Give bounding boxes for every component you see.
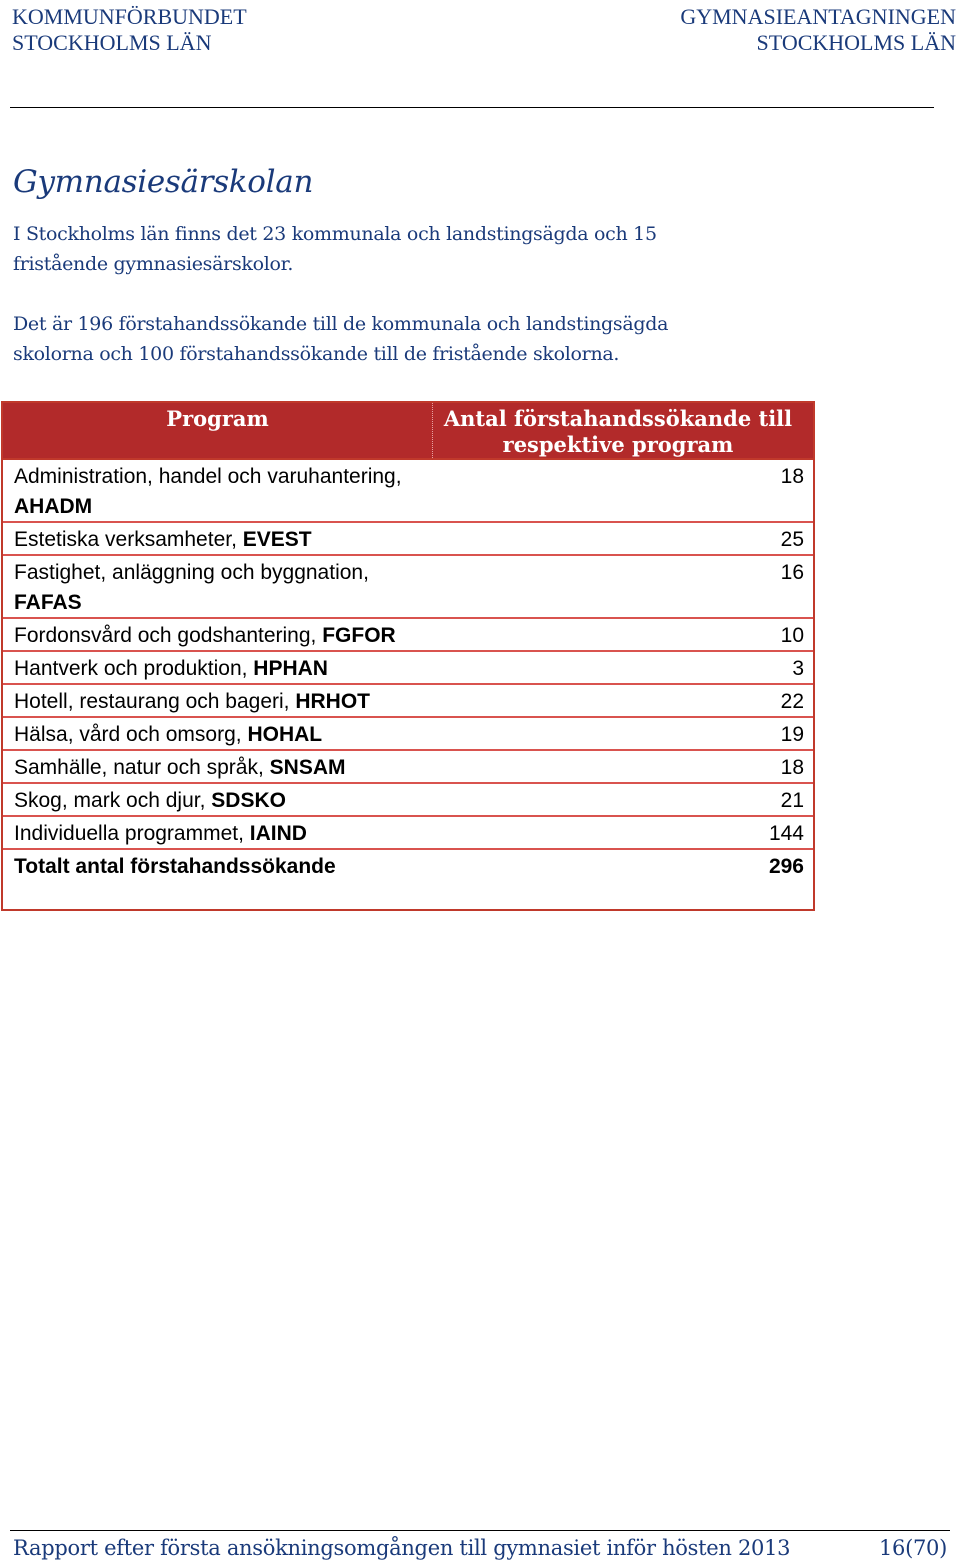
table-row: Estetiska verksamheter, EVEST 25 [3,523,813,556]
applicant-count: 22 [780,690,804,713]
program-code: HRHOT [295,690,370,713]
header-department: GYMNASIEANTAGNINGEN STOCKHOLMS LÄN [680,4,956,56]
header-divider [10,107,934,108]
header-left-line1: KOMMUNFÖRBUNDET [12,4,247,29]
program-name: Fastighet, anläggning och byggnation, [14,561,369,584]
table-row: Fastighet, anläggning och byggnation, FA… [3,556,813,619]
table-row: Samhälle, natur och språk, SNSAM 18 [3,751,813,784]
intro-paragraph: I Stockholms län finns det 23 kommunala … [13,223,657,275]
applicant-count: 144 [768,822,804,845]
applicant-count: 18 [780,756,804,779]
program-code: SNSAM [269,756,346,779]
applicant-count: 16 [780,561,804,584]
column-header-count: Antal förstahandssökande till respektive… [443,406,793,457]
header-left-line2: STOCKHOLMS LÄN [12,30,212,55]
program-name: Fordonsvård och godshantering, [14,624,323,647]
page-title: Gymnasiesärskolan [13,164,314,200]
applicant-count: 19 [780,723,804,746]
footer-divider [10,1530,950,1531]
table-header: Program Antal förstahandssökande till re… [3,403,813,460]
program-name: Hantverk och produktion, [14,657,254,680]
applicant-count: 3 [792,657,804,680]
table-row: Administration, handel och varuhantering… [3,460,813,523]
applicant-count: 18 [780,465,804,488]
table-row: Hotell, restaurang och bageri, HRHOT 22 [3,685,813,718]
applicant-count: 10 [780,624,804,647]
program-name: Hotell, restaurang och bageri, [14,690,296,713]
program-code: FGFOR [322,624,396,647]
total-label: Totalt antal förstahandssökande [14,855,336,878]
program-code: HOHAL [247,723,323,746]
table-row: Fordonsvård och godshantering, FGFOR 10 [3,619,813,652]
footer-report-title: Rapport efter första ansökningsomgången … [13,1536,791,1560]
header-right-line2: STOCKHOLMS LÄN [756,30,956,55]
table-row: Hälsa, vård och omsorg, HOHAL 19 [3,718,813,751]
total-value: 296 [768,855,804,878]
table-total-row: Totalt antal förstahandssökande 296 [3,850,813,910]
program-name: Samhälle, natur och språk, [14,756,270,779]
applicant-count: 25 [780,528,804,551]
table-row: Hantverk och produktion, HPHAN 3 [3,652,813,685]
program-code: FAFAS [14,591,82,614]
program-code: IAIND [249,822,307,845]
program-name: Estetiska verksamheter, [14,528,243,551]
program-name: Skog, mark och djur, [14,789,212,812]
program-code: AHADM [14,495,93,518]
header-right-line1: GYMNASIEANTAGNINGEN [680,4,956,29]
applicants-paragraph: Det är 196 förstahandssökande till de ko… [13,313,669,365]
program-name: Administration, handel och varuhantering… [14,465,402,488]
program-name: Hälsa, vård och omsorg, [14,723,248,746]
table-row: Individuella programmet, IAIND 144 [3,817,813,850]
program-code: EVEST [242,528,312,551]
table-row: Skog, mark och djur, SDSKO 21 [3,784,813,817]
program-code: SDSKO [211,789,286,812]
applicants-table: Program Antal förstahandssökande till re… [1,401,815,911]
program-code: HPHAN [253,657,328,680]
column-header-program: Program [3,403,433,458]
applicant-count: 21 [780,789,804,812]
program-name: Individuella programmet, [14,822,250,845]
header-organization: KOMMUNFÖRBUNDET STOCKHOLMS LÄN [12,4,247,56]
page-number: 16(70) [878,1536,947,1560]
